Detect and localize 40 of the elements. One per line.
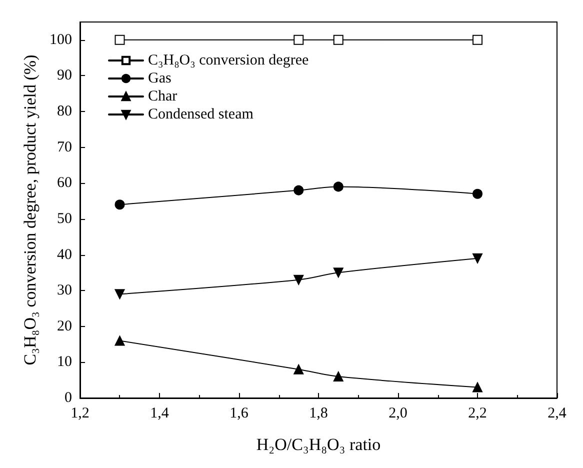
x-axis-title: H₂O/C₃H₈O₃ ratio bbox=[256, 435, 381, 454]
point bbox=[333, 182, 344, 192]
x-tick-label: 1,2 bbox=[70, 406, 90, 422]
point bbox=[294, 274, 304, 285]
point bbox=[472, 34, 482, 45]
point bbox=[114, 336, 125, 346]
x-tick-label: 1,4 bbox=[150, 406, 170, 422]
legend-label: C₃H₈O₃ conversion degree bbox=[148, 52, 309, 68]
y-tick-label: 0 bbox=[64, 390, 72, 406]
point bbox=[333, 268, 344, 278]
y-tick-label: 80 bbox=[57, 104, 72, 120]
y-tick-label: 60 bbox=[57, 175, 72, 192]
y-tick-label: 20 bbox=[57, 318, 72, 334]
point bbox=[294, 364, 304, 374]
point bbox=[472, 188, 482, 199]
x-tick-label: 1,8 bbox=[309, 406, 328, 422]
point bbox=[472, 253, 482, 264]
x-tick-label: 1,6 bbox=[230, 406, 249, 422]
point bbox=[114, 200, 125, 210]
legend-label: Char bbox=[148, 88, 178, 104]
point bbox=[333, 372, 344, 382]
y-tick-label: 70 bbox=[57, 139, 72, 156]
y-tick-label: 40 bbox=[57, 246, 72, 263]
point bbox=[294, 34, 304, 45]
y-tick-label: 50 bbox=[57, 210, 72, 227]
x-tick-label: 2,4 bbox=[548, 406, 567, 422]
y-tick-label: 100 bbox=[50, 32, 72, 48]
legend-label: Gas bbox=[148, 70, 172, 86]
y-tick-label: 90 bbox=[57, 68, 72, 84]
point bbox=[472, 382, 482, 392]
x-tick-label: 2,0 bbox=[388, 406, 408, 422]
x-tick-label: 2,2 bbox=[468, 406, 487, 422]
point bbox=[114, 289, 125, 300]
legend-label: Condensed steam bbox=[148, 106, 254, 122]
y-axis-title: C₃H₈O₃ conversion degree, product yield (%) bbox=[20, 54, 40, 366]
y-tick-label: 10 bbox=[57, 354, 72, 370]
point bbox=[294, 185, 304, 196]
y-tick-label: 30 bbox=[57, 282, 72, 299]
point bbox=[114, 34, 125, 45]
point bbox=[333, 34, 344, 45]
